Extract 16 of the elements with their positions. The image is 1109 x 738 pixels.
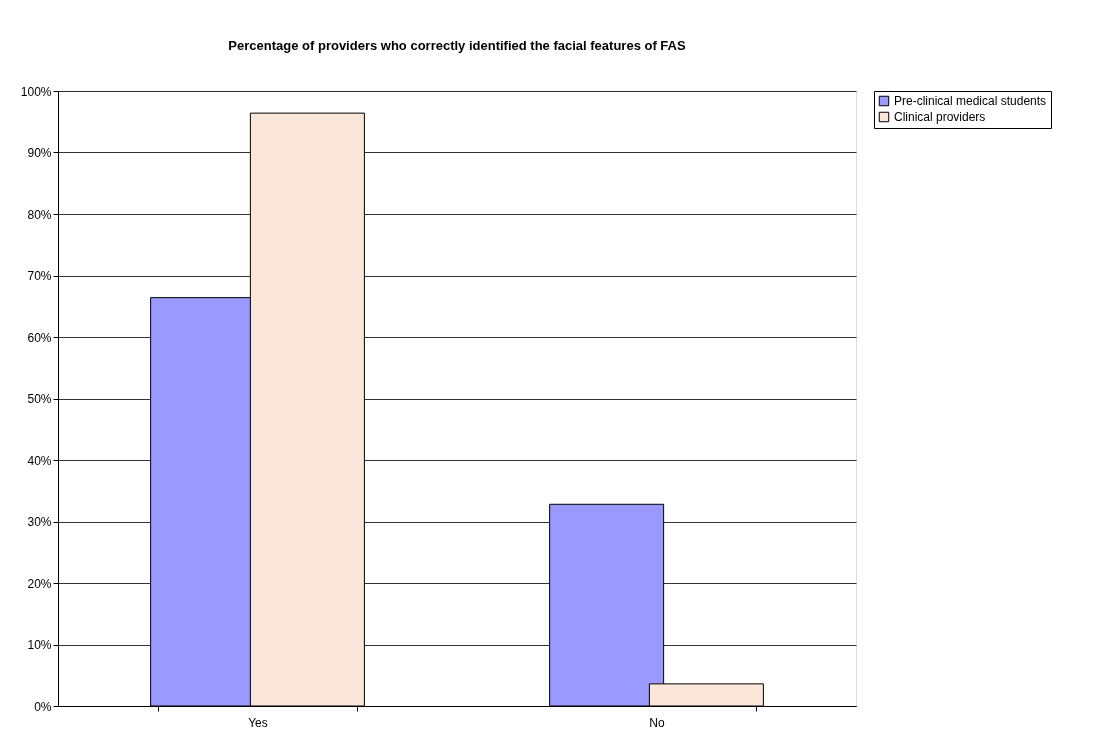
y-tick-label: 100% xyxy=(20,84,52,99)
y-tick-label: 80% xyxy=(27,207,52,222)
y-tick-label: 0% xyxy=(34,699,52,714)
x-tick-label: No xyxy=(649,715,665,730)
legend-label: Pre-clinical medical students xyxy=(894,94,1047,108)
y-tick-label: 90% xyxy=(27,146,52,160)
x-tick-label: Yes xyxy=(248,715,268,730)
y-tick-label: 30% xyxy=(27,515,52,529)
y-tick-label: 60% xyxy=(27,330,52,345)
y-tick-label: 20% xyxy=(27,576,52,591)
y-tick-label: 50% xyxy=(27,392,52,406)
y-tick-label: 40% xyxy=(27,453,52,468)
y-tick-label: 70% xyxy=(27,269,52,283)
chart-title: Percentage of providers who correctly identified the facial features of FAS xyxy=(228,38,686,53)
legend-label: Clinical providers xyxy=(894,110,986,124)
y-tick-label: 10% xyxy=(27,638,52,652)
